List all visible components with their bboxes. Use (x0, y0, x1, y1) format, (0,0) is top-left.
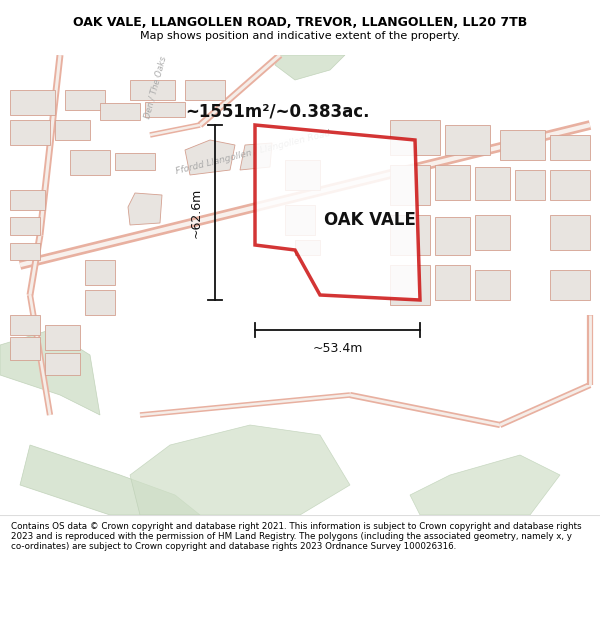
Polygon shape (550, 270, 590, 300)
Polygon shape (515, 170, 545, 200)
Polygon shape (435, 165, 470, 200)
Polygon shape (475, 270, 510, 300)
Polygon shape (65, 90, 105, 110)
Polygon shape (145, 102, 185, 117)
Polygon shape (435, 265, 470, 300)
Polygon shape (128, 193, 162, 225)
Text: OAK VALE: OAK VALE (324, 211, 416, 229)
Polygon shape (255, 125, 420, 300)
Text: Den / The Oaks: Den / The Oaks (142, 55, 167, 119)
Polygon shape (100, 103, 140, 120)
Polygon shape (295, 240, 320, 255)
Polygon shape (130, 425, 350, 515)
Polygon shape (0, 330, 100, 415)
Polygon shape (20, 445, 200, 515)
Polygon shape (550, 135, 590, 160)
Polygon shape (10, 190, 45, 210)
Text: ~62.6m: ~62.6m (190, 188, 203, 238)
Polygon shape (130, 80, 175, 100)
Polygon shape (275, 55, 345, 80)
Text: Ffordd Llangollen / Llangollen Road: Ffordd Llangollen / Llangollen Road (175, 128, 331, 176)
Polygon shape (45, 325, 80, 350)
Polygon shape (475, 215, 510, 250)
Polygon shape (10, 243, 40, 260)
Polygon shape (10, 315, 40, 335)
Polygon shape (240, 143, 272, 170)
Text: Contains OS data © Crown copyright and database right 2021. This information is : Contains OS data © Crown copyright and d… (11, 522, 581, 551)
Text: ~53.4m: ~53.4m (313, 342, 362, 355)
Polygon shape (500, 130, 545, 160)
Polygon shape (185, 80, 225, 100)
Polygon shape (550, 215, 590, 250)
Polygon shape (70, 150, 110, 175)
Polygon shape (10, 120, 50, 145)
Text: Map shows position and indicative extent of the property.: Map shows position and indicative extent… (140, 31, 460, 41)
Polygon shape (185, 140, 235, 175)
Polygon shape (10, 217, 40, 235)
Polygon shape (85, 290, 115, 315)
Polygon shape (85, 260, 115, 285)
Polygon shape (390, 215, 430, 255)
Polygon shape (10, 337, 40, 360)
Polygon shape (410, 455, 560, 515)
Polygon shape (285, 205, 315, 235)
Polygon shape (435, 217, 470, 255)
Polygon shape (390, 265, 430, 305)
Polygon shape (390, 165, 430, 205)
Text: OAK VALE, LLANGOLLEN ROAD, TREVOR, LLANGOLLEN, LL20 7TB: OAK VALE, LLANGOLLEN ROAD, TREVOR, LLANG… (73, 16, 527, 29)
Polygon shape (115, 153, 155, 170)
Polygon shape (55, 120, 90, 140)
Polygon shape (390, 120, 440, 155)
Polygon shape (285, 160, 320, 190)
Polygon shape (10, 90, 55, 115)
Polygon shape (445, 125, 490, 155)
Polygon shape (475, 167, 510, 200)
Polygon shape (550, 170, 590, 200)
Text: ~1551m²/~0.383ac.: ~1551m²/~0.383ac. (185, 102, 370, 120)
Polygon shape (45, 353, 80, 375)
